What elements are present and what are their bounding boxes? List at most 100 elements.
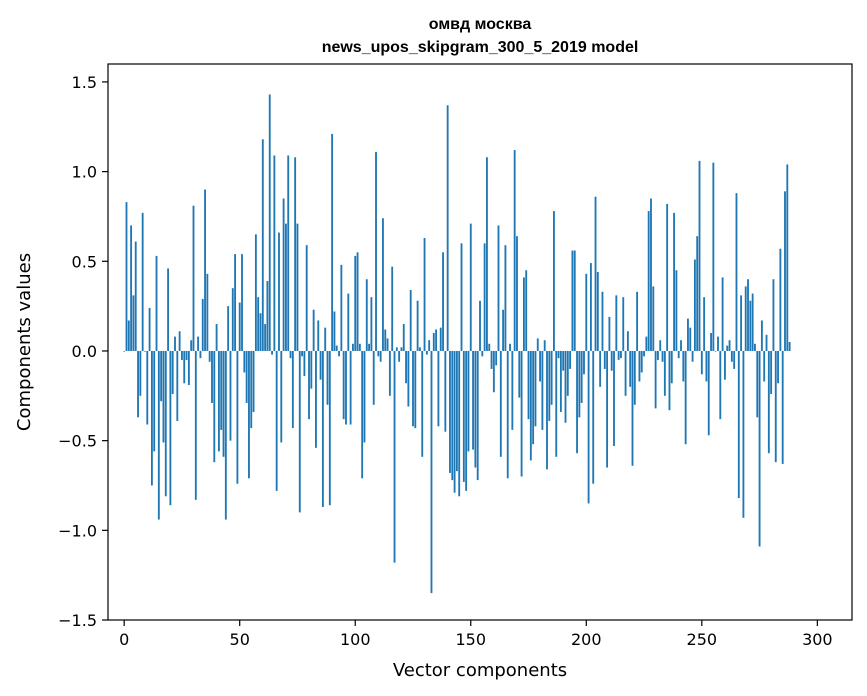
bar [268,94,271,351]
bar [509,343,511,351]
bar [194,350,197,500]
x-tick-label: 50 [230,630,250,649]
bar [529,350,532,461]
bar [691,350,694,362]
bar [504,245,507,351]
bar [157,350,160,520]
bar [747,279,749,351]
bar [305,245,308,351]
bar [414,350,417,429]
bar [603,350,606,369]
bar [199,350,202,359]
bar [148,307,151,351]
bar [770,350,773,395]
x-tick-label: 100 [340,630,371,649]
bar [626,331,629,351]
bar [407,350,410,407]
bar [668,350,671,411]
bar [717,336,719,351]
bar [689,327,692,351]
y-tick-label: 0.0 [72,342,97,361]
bar [409,289,412,351]
bar [412,350,414,427]
bar [624,350,627,396]
bar [217,350,220,452]
bar [215,324,218,351]
bar [234,254,237,351]
x-axis-label: Vector components [393,660,567,681]
bar [513,150,516,351]
bar [670,350,673,384]
bar [640,350,643,373]
bar [349,350,352,425]
bar [486,157,488,351]
bar [735,193,738,351]
bar [488,343,491,351]
bar [294,157,297,351]
bar [751,293,754,351]
bar [647,211,650,351]
bar [724,350,726,380]
bar [208,350,211,362]
bar [266,281,269,351]
bar [275,350,278,491]
bar [462,350,465,482]
bar [777,350,779,384]
bar [754,343,756,351]
bar [123,350,126,352]
bar [589,263,592,351]
bar [788,342,791,351]
bar [467,350,470,452]
bar [698,160,701,351]
bar [596,272,599,351]
y-tick-label: 1.5 [72,73,97,92]
y-tick-label: 0.5 [72,252,97,271]
bar [365,279,368,351]
x-tick-label: 200 [571,630,602,649]
bar [613,350,615,447]
bar [287,155,290,351]
bar [476,350,479,481]
bar [629,350,632,387]
bar [308,350,310,420]
bar [347,293,350,351]
bar [506,350,509,479]
bar [345,350,347,425]
bar [183,350,186,384]
x-tick-label: 0 [119,630,129,649]
bar [474,350,477,468]
bar [134,241,137,351]
bar [164,350,167,497]
bar [331,133,334,351]
bar [758,350,761,547]
bar [673,212,676,351]
bar [666,203,669,351]
y-tick-label: 1.0 [72,163,97,182]
bar [229,350,232,441]
bar [479,300,481,351]
bar [213,350,216,463]
bar [382,218,384,351]
bar [756,350,759,418]
bar [393,350,396,563]
bar [687,318,689,351]
bar [264,324,267,351]
bar [714,350,717,352]
bar [654,350,657,409]
bar [220,350,223,430]
bar [449,350,451,473]
bar [354,255,357,351]
bar [677,350,680,359]
bar [130,225,133,351]
bar [481,350,484,357]
bar [224,350,227,520]
bar [652,286,655,351]
bar [257,297,260,351]
bar [192,205,195,351]
bar [520,350,523,477]
bar [453,350,456,493]
bar [571,250,574,351]
bar [324,327,327,351]
bar [573,250,576,351]
bar [201,298,204,351]
